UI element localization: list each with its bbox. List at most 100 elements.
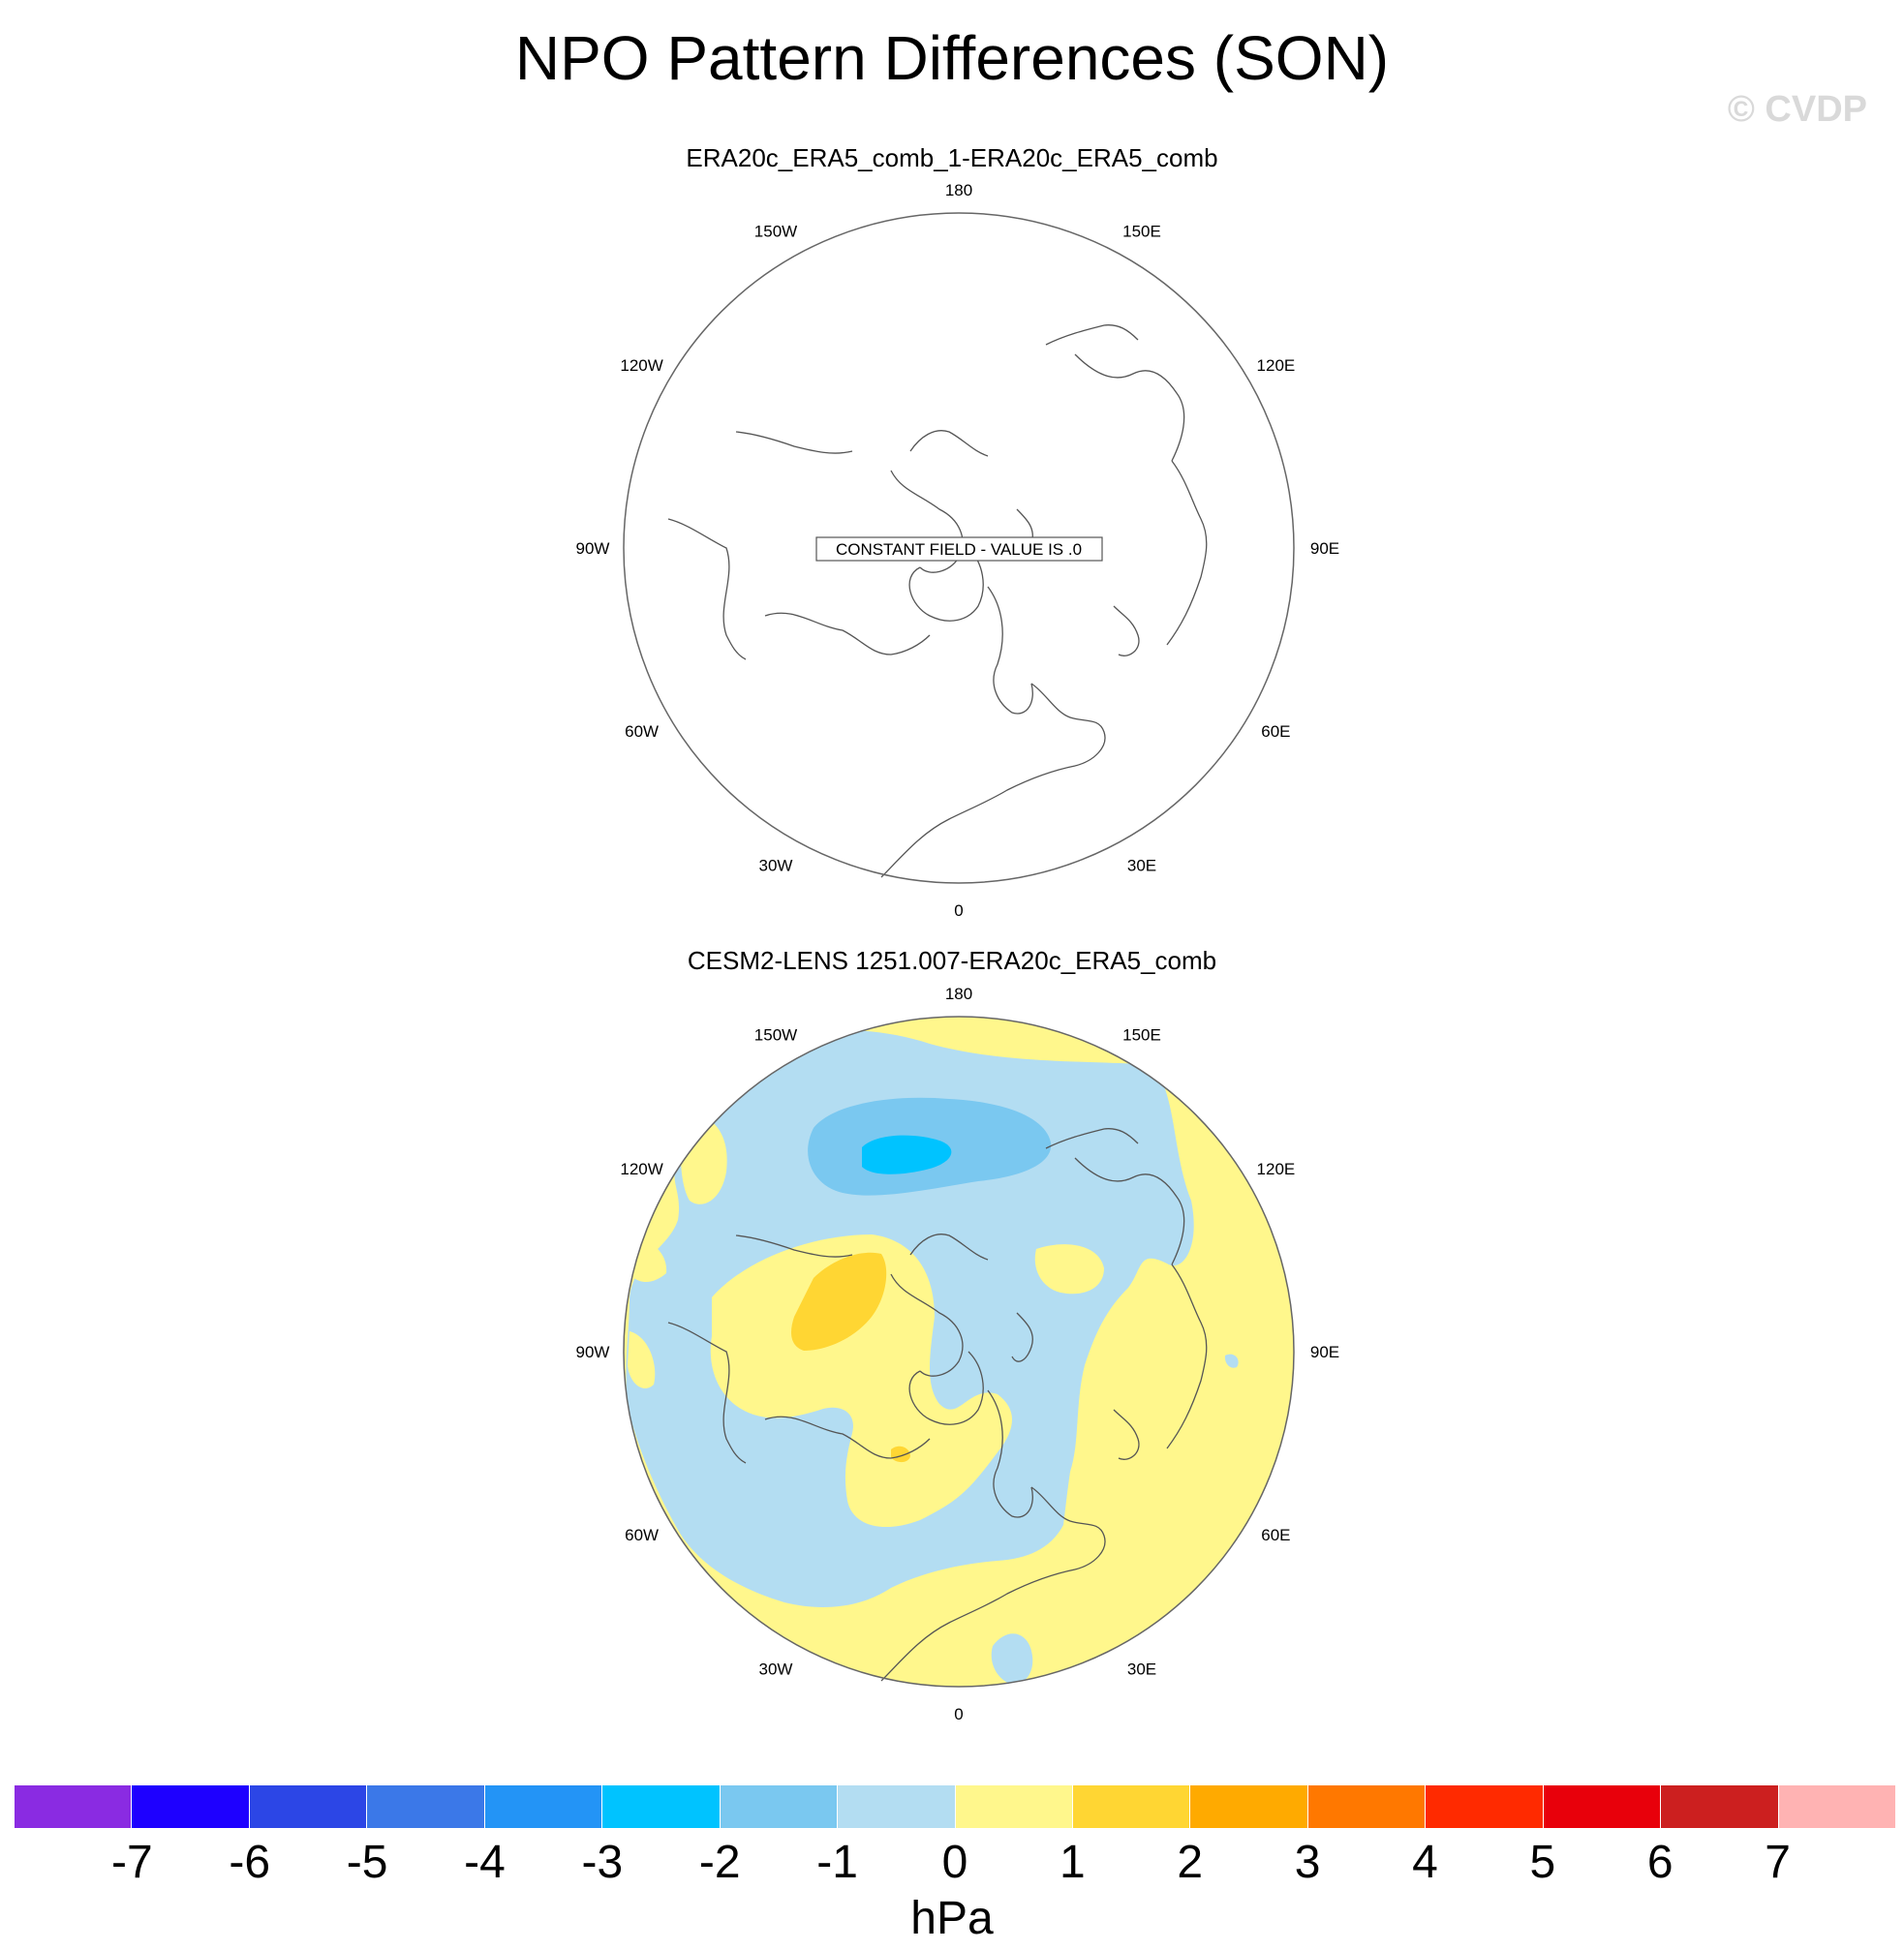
- colorbar-box: [132, 1785, 250, 1828]
- constant-field-text: CONSTANT FIELD - VALUE IS .0: [836, 540, 1082, 559]
- coastline-segment: [667, 1322, 747, 1464]
- colorbar-box: [1190, 1785, 1308, 1828]
- coastline-segment: [1030, 683, 1106, 767]
- lon-label: 180: [945, 988, 972, 1003]
- colorbar-box: [1426, 1785, 1544, 1828]
- panel-2-title: CESM2-LENS 1251.007-ERA20c_ERA5_comb: [687, 946, 1217, 975]
- coastline-segment: [1074, 353, 1185, 462]
- longitude-labels: 180 150E 120E 90E 60E 30E 0 30W 60W 90W 120W 150W: [576, 184, 1340, 920]
- colorbar-box: [602, 1785, 721, 1828]
- coastline-segment: [987, 586, 1033, 715]
- lon-label: 180: [945, 184, 972, 199]
- lon-label: 30W: [759, 856, 793, 874]
- colorbar-tick-label: 6: [1646, 1837, 1674, 1888]
- map-boundary: [623, 1016, 1295, 1688]
- pressure-difference-field: [624, 1017, 1294, 1687]
- lon-label: 90W: [576, 539, 610, 558]
- colorbar-box: [720, 1785, 839, 1828]
- coastline-segment: [1166, 460, 1208, 646]
- constant-field-note: CONSTANT FIELD - VALUE IS .0: [815, 536, 1103, 562]
- contour-neg1-to-0: [1224, 1354, 1239, 1368]
- lon-label: 60W: [625, 1526, 659, 1544]
- coastline-segment: [908, 547, 984, 622]
- lon-label: 90E: [1310, 1343, 1339, 1361]
- colorbar-tick-label: 3: [1294, 1837, 1321, 1888]
- coastlines: [667, 324, 1208, 878]
- contour-0-to-1: [1034, 1244, 1104, 1295]
- lon-label: 30E: [1127, 1660, 1156, 1678]
- contour-0-to-1: [710, 1234, 1012, 1528]
- map-boundary: [623, 212, 1295, 884]
- lon-label: 150W: [754, 223, 797, 241]
- colorbar-tick-label: 0: [941, 1837, 968, 1888]
- panel-1-polar-map: 180 150E 120E 90E 60E 30E 0 30W 60W 90W 120W 150W C…: [576, 184, 1340, 920]
- colorbar-tick-label: 5: [1529, 1837, 1556, 1888]
- colorbar-box: [955, 1785, 1073, 1828]
- coastline-segment: [890, 1273, 964, 1377]
- colorbar-tick-label: 4: [1412, 1837, 1438, 1888]
- colorbar-tick-label: -7: [111, 1837, 153, 1888]
- colorbar-box: [1661, 1785, 1779, 1828]
- colorbar-box: [1543, 1785, 1662, 1828]
- colorbar-tick-label: -5: [346, 1837, 388, 1888]
- coastline-segment: [1045, 1128, 1139, 1149]
- lon-label: 120W: [620, 1160, 662, 1178]
- longitude-labels: 180 150E 120E 90E 60E 30E 0 30W 60W 90W 120W 150W: [576, 988, 1340, 1723]
- lon-label: 30E: [1127, 856, 1156, 874]
- coastline-segment: [987, 1389, 1033, 1518]
- coastline-segment: [1011, 1312, 1033, 1362]
- lon-label: 120E: [1257, 1160, 1296, 1178]
- colorbar-tick-label: -6: [229, 1837, 271, 1888]
- contour-1-to-2: [791, 1252, 887, 1351]
- main-title: NPO Pattern Differences (SON): [514, 23, 1390, 93]
- colorbar-box: [838, 1785, 956, 1828]
- coastline-segment: [909, 1234, 989, 1261]
- panel-1-title: ERA20c_ERA5_comb_1-ERA20c_ERA5_comb: [686, 143, 1218, 172]
- lon-label: 60E: [1261, 1526, 1290, 1544]
- lon-label: 120W: [620, 356, 662, 375]
- coastline-segment: [880, 1569, 1076, 1682]
- lon-label: 120E: [1257, 356, 1296, 375]
- colorbar: [15, 1785, 1895, 1828]
- colorbar-tick-label: 1: [1059, 1837, 1086, 1888]
- coastline-segment: [1113, 605, 1140, 656]
- coastline-segment: [764, 1416, 931, 1459]
- coastline-segment: [1166, 1264, 1208, 1449]
- coastline-segment: [1030, 1486, 1106, 1570]
- colorbar-box: [367, 1785, 485, 1828]
- contour-1-to-2: [891, 1446, 910, 1463]
- coastlines: [667, 1128, 1208, 1682]
- lon-label: 60E: [1261, 722, 1290, 741]
- colorbar-tick-label: -4: [464, 1837, 506, 1888]
- contour-neg3-to-neg2: [862, 1135, 952, 1174]
- colorbar-tick-label: -3: [581, 1837, 624, 1888]
- colorbar-tick-label: 7: [1765, 1837, 1791, 1888]
- coastline-segment: [735, 1234, 853, 1258]
- coastline-segment: [890, 470, 964, 573]
- coastline-segment: [764, 612, 931, 655]
- coastline-segment: [880, 765, 1076, 878]
- coastline-segment: [1113, 1409, 1140, 1460]
- coastline-segment: [667, 518, 747, 660]
- colorbar-box: [1778, 1785, 1895, 1828]
- lon-label: 0: [954, 1705, 963, 1723]
- colorbar-box: [1072, 1785, 1191, 1828]
- lon-label: 0: [954, 901, 963, 920]
- panel-2-polar-map: 180 150E 120E 90E 60E 30E 0 30W 60W 90W 120W 150W: [576, 988, 1340, 1723]
- lon-label: 60W: [625, 722, 659, 741]
- coastline-segment: [1074, 1157, 1185, 1265]
- colorbar-box: [15, 1785, 133, 1828]
- lon-label: 30W: [759, 1660, 793, 1678]
- coastline-segment: [908, 1351, 984, 1425]
- contour-neg1-to-0: [991, 1633, 1033, 1685]
- colorbar-box: [249, 1785, 368, 1828]
- lon-label: 90E: [1310, 539, 1339, 558]
- contour-0-to-1: [628, 1331, 656, 1388]
- lon-label: 150E: [1122, 223, 1161, 241]
- coastline-segment: [909, 430, 989, 457]
- colorbar-box: [484, 1785, 603, 1828]
- lon-label: 90W: [576, 1343, 610, 1361]
- lon-label: 150E: [1122, 1026, 1161, 1045]
- coastline-segment: [735, 431, 853, 454]
- colorbar-tick-label: -1: [816, 1837, 858, 1888]
